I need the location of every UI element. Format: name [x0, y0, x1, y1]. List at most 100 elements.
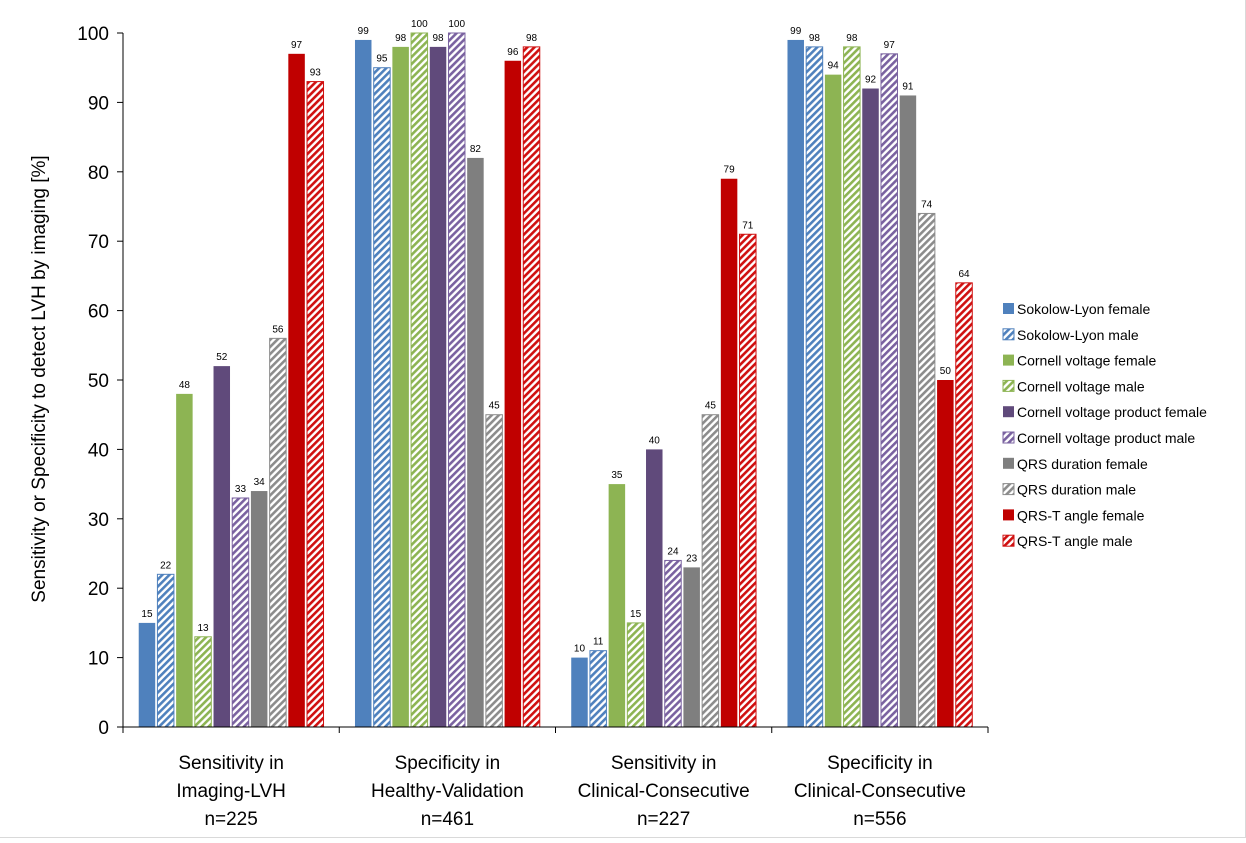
- bar: [787, 39, 804, 727]
- data-label: 64: [958, 269, 970, 280]
- data-label: 96: [507, 47, 519, 58]
- y-tick-label: 40: [88, 440, 109, 461]
- data-label: 97: [884, 40, 896, 51]
- data-label: 35: [611, 470, 623, 481]
- x-tick-label: Imaging-LVH: [176, 781, 285, 802]
- x-tick-label: Clinical-Consecutive: [794, 781, 966, 802]
- data-label: 22: [160, 560, 172, 571]
- axes-layer: [117, 32, 989, 733]
- bar: [156, 573, 175, 728]
- legend-item: QRS duration male: [1002, 482, 1136, 498]
- bar: [843, 46, 861, 728]
- legend-label: QRS-T angle male: [1017, 533, 1133, 549]
- bar: [194, 636, 212, 728]
- bar: [504, 60, 522, 727]
- bar: [522, 46, 541, 728]
- x-tick-label: Sensitivity in: [611, 753, 717, 774]
- data-label: 99: [358, 26, 370, 37]
- y-tick-label: 60: [88, 302, 109, 323]
- data-label: 33: [235, 484, 247, 495]
- data-label: 100: [411, 19, 428, 30]
- legend-swatch: [1002, 328, 1015, 341]
- data-label: 52: [216, 352, 228, 363]
- bar: [176, 393, 193, 727]
- legend-item: Sokolow-Lyon female: [1003, 301, 1151, 317]
- legend-item: Cornell voltage female: [1003, 353, 1157, 369]
- legend-item: QRS-T angle female: [1003, 507, 1145, 523]
- data-label: 15: [141, 609, 153, 620]
- data-label: 99: [790, 26, 802, 37]
- bar: [917, 212, 936, 728]
- data-label: 48: [179, 380, 191, 391]
- data-label: 92: [865, 75, 877, 86]
- legend-label: Sokolow-Lyon female: [1017, 301, 1151, 317]
- y-tick-label: 50: [88, 371, 109, 392]
- legend-label: Sokolow-Lyon male: [1017, 327, 1139, 343]
- y-tick-label: 100: [77, 24, 109, 45]
- bar: [701, 414, 720, 728]
- data-label: 34: [254, 477, 266, 488]
- data-label: 93: [310, 68, 322, 79]
- bar: [213, 366, 231, 727]
- legend-swatch: [1002, 431, 1015, 444]
- data-label: 10: [574, 644, 586, 655]
- legend-item: Cornell voltage male: [1002, 378, 1145, 394]
- legend-item: Sokolow-Lyon male: [1002, 327, 1139, 343]
- x-tick-label: Healthy-Validation: [371, 781, 524, 802]
- legend-label: Cornell voltage female: [1017, 353, 1157, 369]
- y-tick-label: 10: [88, 649, 109, 670]
- bar: [231, 497, 250, 728]
- bar: [138, 622, 156, 727]
- bar: [824, 74, 842, 727]
- bar: [354, 39, 372, 727]
- bar: [571, 657, 588, 727]
- x-tick-label: Clinical-Consecutive: [578, 781, 750, 802]
- y-tick-label: 80: [88, 163, 109, 184]
- data-label: 95: [376, 54, 388, 65]
- bar: [805, 46, 824, 728]
- bar: [250, 491, 268, 727]
- bar: [447, 32, 466, 728]
- x-tick-label: Sensitivity in: [178, 753, 284, 774]
- data-label: 98: [809, 33, 821, 44]
- bar: [626, 622, 645, 728]
- bar: [306, 81, 325, 728]
- data-label: 82: [470, 144, 482, 155]
- legend-swatch: [1002, 379, 1015, 392]
- bar: [288, 53, 305, 727]
- bar: [485, 414, 503, 728]
- data-label: 23: [686, 553, 698, 564]
- data-label: 45: [705, 401, 717, 412]
- legend-swatch: [1002, 534, 1015, 547]
- x-tick-label: n=227: [637, 809, 690, 830]
- y-tick-label: 20: [88, 579, 109, 600]
- x-tick-label: n=225: [204, 809, 257, 830]
- x-tick-label: Specificity in: [395, 753, 501, 774]
- data-label: 79: [724, 165, 736, 176]
- data-label: 98: [846, 33, 858, 44]
- legend-swatch: [1002, 483, 1015, 496]
- bars-layer: [138, 32, 973, 728]
- legend-item: QRS-T angle male: [1002, 533, 1133, 549]
- bar: [392, 46, 409, 727]
- bar: [739, 233, 757, 728]
- data-labels-layer: 15 22 48 13 52 33 34 56 97 93 99 95 98 100 98 100 82 45 96…: [141, 19, 970, 655]
- bar: [720, 178, 738, 728]
- bar: [589, 650, 607, 728]
- y-axis-title: Sensitivity or Specificity to detect LVH…: [29, 155, 50, 602]
- bar: [937, 380, 954, 727]
- data-label: 11: [593, 637, 604, 648]
- data-label: 100: [448, 19, 465, 30]
- y-tick-label: 30: [88, 510, 109, 531]
- bar: [373, 67, 391, 728]
- legend-swatch: [1003, 406, 1014, 418]
- data-label: 98: [395, 33, 407, 44]
- data-label: 56: [272, 324, 284, 335]
- data-label: 15: [630, 609, 642, 620]
- legend-label: QRS-T angle female: [1017, 507, 1145, 523]
- legend-label: Cornell voltage product male: [1017, 430, 1195, 446]
- legend-item: Cornell voltage product male: [1002, 430, 1195, 446]
- bar: [646, 449, 663, 727]
